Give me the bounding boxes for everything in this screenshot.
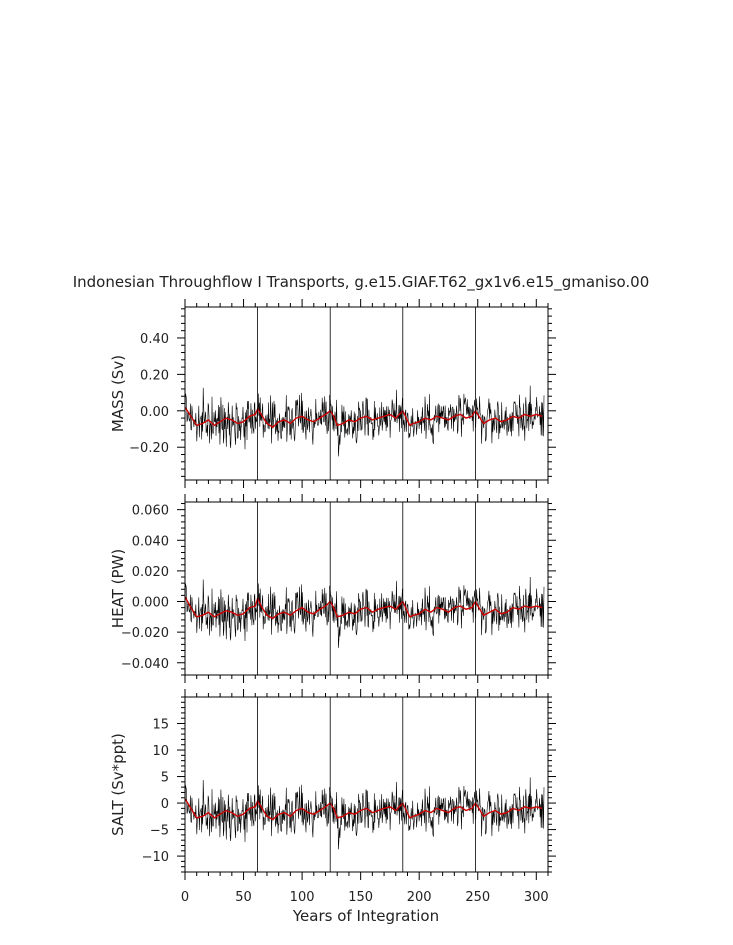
y-tick-label: 0.040 (132, 534, 169, 549)
panel-3: −10 −5 0 5 10 15 SALT (Sv*ppt) 0 50 100 150 200 250 3… (109, 689, 556, 905)
y-tick-label: 0.40 (140, 332, 169, 347)
y-tick-label: −10 (142, 850, 169, 865)
y-tick-label: 15 (152, 718, 169, 733)
plot-frame (184, 306, 549, 481)
y-tick-label: −0.020 (121, 626, 169, 641)
y-tick-label: 5 (161, 771, 169, 786)
raw-series-line (184, 576, 545, 648)
panel-2: −0.040 −0.020 0.000 0.020 0.040 0.060 HEAT (PW… (109, 494, 556, 683)
x-tick-label: 0 (181, 890, 189, 905)
panels: −0.20 0.00 0.20 0.40 MASS (Sv) −0.040 −0.020 0.… (109, 299, 556, 905)
x-tick-label: 200 (407, 890, 432, 905)
panel-1: −0.20 0.00 0.20 0.40 MASS (Sv) (109, 299, 556, 488)
y-tick-label: 0 (161, 797, 169, 812)
smoothed-series-line (184, 406, 543, 429)
y-tick-label: −0.040 (121, 657, 169, 672)
y-tick-label: 0.20 (140, 368, 169, 383)
y-axis-label: MASS (Sv) (109, 355, 127, 432)
x-tick-label: 50 (235, 890, 252, 905)
x-tick-label: 100 (290, 890, 315, 905)
plot-frame (184, 696, 549, 873)
y-tick-label: 10 (152, 744, 169, 759)
y-axis-label: HEAT (PW) (109, 549, 127, 628)
y-tick-label: 0.020 (132, 565, 169, 580)
y-tick-label: −0.20 (129, 441, 169, 456)
y-tick-label: 0.060 (132, 504, 169, 519)
y-axis-label: SALT (Sv*ppt) (109, 733, 127, 836)
x-axis-label: Years of Integration (292, 907, 439, 925)
x-tick-label: 250 (465, 890, 490, 905)
smoothed-series-line (184, 798, 543, 821)
y-tick-label: 0.00 (140, 405, 169, 420)
smoothed-series-line (184, 596, 543, 620)
raw-series-line (184, 777, 545, 850)
raw-series-line (184, 385, 545, 457)
y-tick-label: −5 (150, 824, 169, 839)
x-tick-label: 150 (348, 890, 373, 905)
chart-title: Indonesian Throughflow I Transports, g.e… (73, 273, 650, 292)
y-tick-label: 0.000 (132, 596, 169, 611)
plot-frame (184, 501, 549, 676)
x-tick-label: 300 (524, 890, 549, 905)
